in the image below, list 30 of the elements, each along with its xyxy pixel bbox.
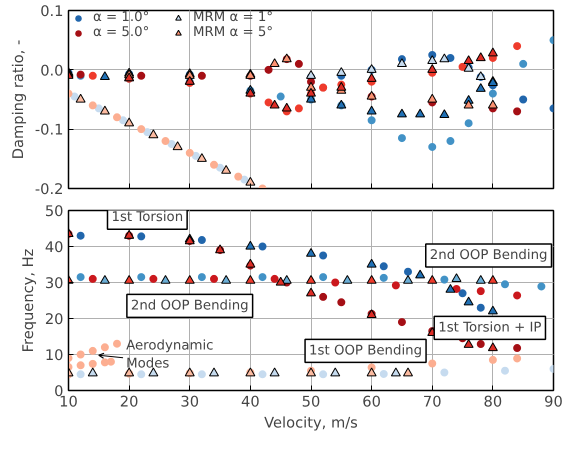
y-axis-title: Frequency, Hz xyxy=(20,248,37,352)
x-axis-title: Velocity, m/s xyxy=(264,414,358,432)
y-tick-label: 0.0 xyxy=(40,62,64,80)
annotation: Aerodynamic Modes xyxy=(126,338,214,372)
y-tick-label: 40 xyxy=(44,239,64,256)
y-tick-label: 50 xyxy=(44,203,64,220)
y-tick-label: -0.1 xyxy=(34,122,64,139)
y-tick-label: 0.1 xyxy=(40,3,64,20)
y-tick-label: 20 xyxy=(44,311,64,328)
y-tick-label: 30 xyxy=(44,275,64,292)
x-tick-label: 60 xyxy=(362,394,381,410)
legend-label: MRM α = 5° xyxy=(193,25,274,40)
x-tick-label: 50 xyxy=(302,394,320,410)
legend-label: α = 5.0° xyxy=(93,25,150,40)
x-tick-label: 20 xyxy=(120,394,138,410)
x-tick-label: 70 xyxy=(422,394,442,410)
x-tick-label: 90 xyxy=(544,394,563,410)
y-axis-title: Damping ratio, - xyxy=(10,40,27,160)
legend-label: α = 1.0° xyxy=(93,10,150,25)
annotation: 1st Torsion + IP xyxy=(438,320,542,336)
x-tick-label: 40 xyxy=(241,394,260,410)
legend-label: MRM α = 1° xyxy=(193,10,274,25)
annotation: 1st OOP Bending xyxy=(309,343,422,358)
x-tick-label: 80 xyxy=(484,394,502,410)
annotation: 2nd OOP Bending xyxy=(130,298,249,314)
annotation: 1st Torsion xyxy=(111,210,184,226)
x-tick-label: 30 xyxy=(180,394,200,410)
y-tick-label: -0.2 xyxy=(34,181,64,198)
annotation: 2nd OOP Bending xyxy=(430,248,548,263)
y-tick-label: 10 xyxy=(44,347,64,364)
